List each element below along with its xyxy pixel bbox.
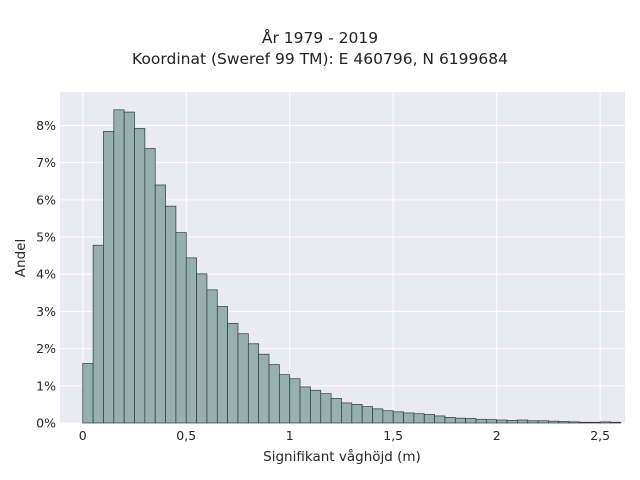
histogram-bar bbox=[382, 410, 394, 424]
y-tick-label: 1% bbox=[36, 378, 56, 393]
y-tick-label: 8% bbox=[36, 118, 56, 133]
y-axis-label: Andel bbox=[13, 239, 29, 277]
histogram-bar bbox=[444, 417, 456, 424]
histogram-bar bbox=[82, 363, 94, 424]
x-tick-label: 0,5 bbox=[176, 428, 196, 443]
histogram-bar bbox=[579, 421, 591, 424]
histogram-bar bbox=[103, 131, 115, 424]
histogram-bar bbox=[485, 419, 498, 424]
histogram-bar bbox=[599, 421, 611, 424]
histogram-bar bbox=[279, 374, 291, 424]
histogram-bar bbox=[537, 420, 549, 424]
x-tick-label: 2 bbox=[493, 428, 501, 443]
histogram-bar bbox=[434, 415, 446, 424]
chart-subtitle: Koordinat (Sweref 99 TM): E 460796, N 61… bbox=[132, 50, 508, 68]
histogram-bar bbox=[289, 378, 301, 424]
histogram-bar bbox=[185, 257, 197, 424]
histogram-bar bbox=[496, 419, 508, 424]
histogram-bar bbox=[165, 205, 177, 424]
histogram-bar bbox=[134, 128, 146, 424]
histogram-bar bbox=[154, 184, 166, 424]
histogram-bar bbox=[568, 421, 580, 424]
x-axis-label: Signifikant våghöjd (m) bbox=[263, 448, 421, 465]
histogram-bar bbox=[475, 418, 487, 424]
histogram-bar bbox=[517, 419, 529, 424]
y-tick-label: 6% bbox=[36, 192, 56, 207]
histogram-bar bbox=[589, 421, 601, 424]
histogram-bar bbox=[610, 421, 622, 424]
histogram-bar bbox=[330, 398, 342, 424]
histogram-bar bbox=[527, 420, 539, 424]
y-tick-label: 4% bbox=[36, 267, 56, 282]
histogram-bar bbox=[506, 420, 518, 424]
histogram-bar bbox=[268, 364, 280, 424]
histogram-bars bbox=[82, 109, 622, 424]
x-tick-label: 0 bbox=[79, 428, 87, 443]
histogram-bar bbox=[392, 411, 404, 424]
histogram-bar bbox=[403, 412, 415, 424]
histogram-bar bbox=[299, 386, 311, 424]
histogram-bar bbox=[123, 111, 135, 424]
histogram-bar bbox=[341, 402, 353, 424]
histogram-bar bbox=[413, 413, 425, 424]
histogram-bar bbox=[247, 343, 260, 424]
histogram-bar bbox=[361, 406, 373, 424]
histogram-bar bbox=[465, 418, 477, 424]
histogram-bar bbox=[237, 333, 249, 424]
y-tick-label: 3% bbox=[36, 304, 56, 319]
histogram-bar bbox=[372, 408, 384, 424]
x-axis-ticks: 0 0,5 1 1,5 2 2,5 bbox=[79, 428, 610, 443]
histogram-bar bbox=[423, 414, 435, 424]
histogram-bar bbox=[320, 393, 332, 424]
histogram-bar bbox=[351, 404, 363, 424]
y-tick-label: 2% bbox=[36, 341, 56, 356]
histogram-bar bbox=[216, 306, 228, 424]
histogram-bar bbox=[113, 109, 125, 424]
histogram-bar bbox=[196, 273, 208, 424]
histogram-bar bbox=[310, 389, 322, 424]
y-tick-label: 7% bbox=[36, 155, 56, 170]
y-tick-label: 0% bbox=[36, 416, 56, 431]
histogram-bar bbox=[92, 244, 104, 424]
histogram-bar bbox=[175, 232, 187, 424]
y-axis-ticks: 0% 1% 2% 3% 4% 5% 6% 7% 8% bbox=[36, 118, 56, 431]
histogram-bar bbox=[206, 289, 218, 424]
x-tick-label: 1,5 bbox=[383, 428, 403, 443]
histogram-bar bbox=[548, 420, 560, 424]
histogram-bar bbox=[454, 417, 466, 424]
x-tick-label: 2,5 bbox=[590, 428, 610, 443]
y-tick-label: 5% bbox=[36, 230, 56, 245]
histogram-bar bbox=[144, 148, 156, 424]
histogram-bar bbox=[258, 353, 270, 424]
chart-title: År 1979 - 2019 bbox=[261, 29, 379, 47]
histogram-bar bbox=[227, 322, 239, 424]
x-tick-label: 1 bbox=[286, 428, 294, 443]
histogram-bar bbox=[558, 421, 570, 424]
